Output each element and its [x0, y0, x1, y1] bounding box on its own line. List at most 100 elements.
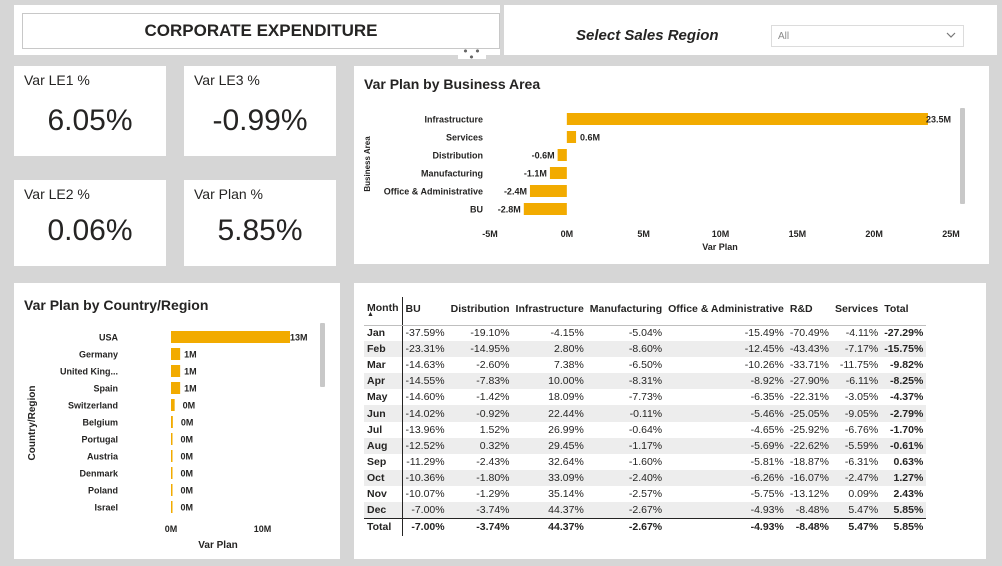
category-label: Belgium [82, 418, 118, 428]
table-cell: 2.43% [893, 487, 924, 500]
column-header[interactable]: Office & Administrative [665, 297, 787, 326]
table-cell: -25.92% [789, 423, 829, 436]
row-label: Jun [364, 405, 403, 422]
category-label: USA [99, 333, 119, 343]
x-tick-label: 10M [254, 524, 272, 534]
bar[interactable] [549, 167, 567, 179]
table-cell: -27.29% [884, 327, 924, 340]
bar[interactable] [566, 131, 577, 143]
kpi-label: Var LE3 % [194, 72, 260, 88]
table-cell: -11.75% [839, 359, 879, 372]
bar[interactable] [557, 149, 567, 161]
column-header[interactable]: R&D [786, 297, 832, 326]
category-label: Austria [87, 452, 119, 462]
column-header[interactable]: Month ▲ [364, 297, 403, 326]
table-row[interactable]: Oct -10.36% -1.80% 33.09% -2.40% -6.26% -16.07… [364, 469, 927, 486]
table-cell: 5.47% [831, 517, 882, 537]
table-cell: -15.49% [744, 327, 784, 340]
row-label: Feb [364, 341, 403, 358]
table-row[interactable]: Mar -14.63% -2.60% 7.38% -6.50% -10.26% -33.71… [364, 357, 926, 374]
table-row[interactable]: Jul -13.96% 1.52% 26.99% -0.64% -4.65% -25.92%… [364, 421, 926, 438]
category-label: Poland [88, 486, 118, 496]
column-header[interactable]: BU [402, 297, 448, 326]
table-cell: -5.59% [831, 437, 882, 454]
table-row[interactable]: Apr -14.55% -7.83% 10.00% -8.31% -8.92% -27.90… [364, 373, 927, 390]
bar[interactable] [171, 331, 290, 343]
table-cell: -6.26% [665, 469, 787, 486]
row-label: Apr [364, 373, 403, 390]
bar[interactable] [171, 399, 175, 411]
table-cell: -23.31% [402, 341, 448, 358]
table-row[interactable]: Jun -14.02% -0.92% 22.44% -0.11% -5.46% -25.05… [364, 405, 927, 422]
table-cell: -9.05% [831, 405, 882, 422]
table-cell: -12.45% [665, 341, 787, 358]
column-header[interactable]: Distribution [447, 297, 513, 326]
more-options-icon[interactable]: • • • [458, 46, 486, 63]
category-label: BU [470, 205, 483, 215]
table-row[interactable]: Sep -11.29% -2.43% 32.64% -1.60% -5.81% -18.87… [364, 453, 926, 470]
table-row[interactable]: Nov -10.07% -1.29% 35.14% -2.57% -5.75% -13.12… [364, 485, 926, 503]
table-cell: -1.29% [476, 487, 510, 500]
bar[interactable] [171, 365, 181, 377]
chart-scrollbar[interactable] [960, 108, 965, 204]
business-area-chart[interactable]: Infrastructure Services Distribution Manufa… [354, 66, 989, 264]
region-dropdown[interactable]: All [771, 25, 964, 47]
sort-ascending-icon: ▲ [367, 310, 374, 318]
table-cell: -6.35% [750, 391, 784, 404]
data-label: 0M [183, 401, 196, 411]
table-cell: -27.90% [786, 373, 832, 390]
x-axis-title: Var Plan [198, 540, 237, 551]
table-cell: 29.45% [512, 437, 587, 454]
column-header[interactable]: Manufacturing [586, 297, 666, 326]
table-row[interactable]: Dec -7.00% -3.74% 44.37% -2.67% -4.93% -8.48% 5… [364, 502, 927, 519]
region-filter-label: Select Sales Region [576, 27, 719, 44]
bar[interactable] [523, 203, 567, 215]
table-cell: -4.65% [750, 423, 784, 436]
table-row[interactable]: Aug -12.52% 0.32% 29.45% -1.17% -5.69% -22.62%… [364, 437, 927, 454]
kpi-card-var-le2: Var LE2 % 0.06% [14, 180, 166, 266]
table-row[interactable]: Feb -23.31% -14.95% 2.80% -8.60% -12.45% -43.4… [364, 341, 927, 358]
row-label: Total [364, 517, 403, 537]
total-row[interactable]: Total -7.00% -3.74% 44.37% -2.67% -4.93% -8.48… [364, 517, 927, 537]
table-cell: -14.63% [405, 359, 445, 372]
table-cell: -12.52% [402, 437, 448, 454]
chart-scrollbar[interactable] [320, 323, 325, 387]
table-cell: 5.85% [881, 517, 927, 537]
y-axis-title: Country/Region [27, 386, 38, 461]
table-cell: -2.67% [586, 502, 666, 519]
bar[interactable] [171, 450, 173, 462]
table-cell: -1.17% [586, 437, 666, 454]
column-header[interactable]: Services [831, 297, 882, 326]
country-chart[interactable]: USA Germany United King... Spain Switzerland… [14, 283, 340, 559]
category-label: Germany [79, 350, 118, 360]
table-cell: -1.60% [628, 455, 663, 468]
data-label: 0.6M [580, 133, 600, 143]
table-cell: -5.69% [665, 437, 787, 454]
data-label: 1M [184, 367, 197, 377]
table-row[interactable]: May -14.60% -1.42% 18.09% -7.73% -6.35% -22.31… [364, 389, 926, 406]
table-cell: -0.61% [881, 437, 927, 454]
category-label: Services [446, 133, 483, 143]
category-label: Israel [94, 503, 118, 513]
bar[interactable] [171, 382, 181, 394]
table-cell: -2.40% [586, 469, 666, 486]
bar[interactable] [171, 348, 181, 360]
table-cell: -1.80% [447, 469, 513, 486]
table-cell: 0.63% [893, 455, 924, 468]
table-cell: -22.31% [789, 391, 829, 404]
bar[interactable] [171, 416, 173, 428]
bar[interactable] [171, 501, 173, 513]
x-axis-title: Var Plan [702, 242, 738, 252]
column-header[interactable]: Infrastructure [512, 297, 587, 326]
table-row[interactable]: Jan -37.59% -19.10% -4.15% -5.04% -15.49% -70.… [364, 325, 926, 342]
bar[interactable] [171, 467, 173, 479]
column-header[interactable]: Total [881, 297, 927, 326]
table-cell: -5.81% [750, 455, 784, 468]
bar[interactable] [171, 484, 173, 496]
bar[interactable] [529, 185, 567, 197]
bar[interactable] [566, 113, 928, 125]
table-cell: -9.82% [890, 359, 924, 372]
bar[interactable] [171, 433, 173, 445]
table-cell: -2.60% [476, 359, 510, 372]
table-cell: 7.38% [554, 359, 584, 372]
